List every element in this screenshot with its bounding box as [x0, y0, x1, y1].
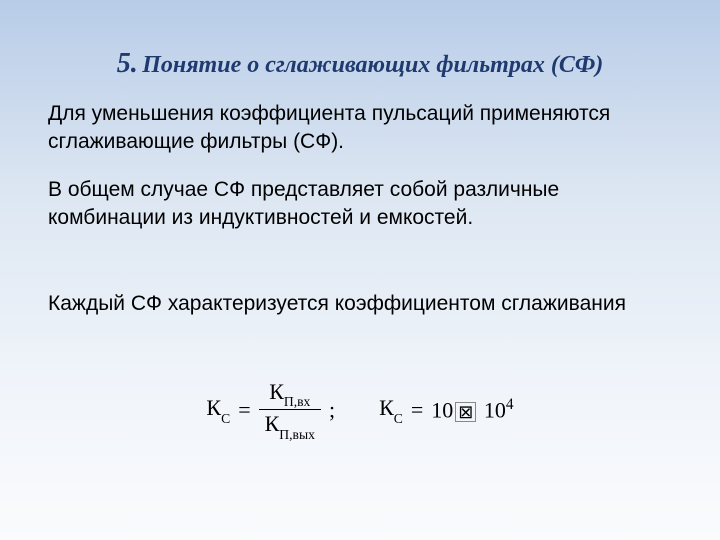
fraction-denominator: КП,вых [259, 409, 321, 439]
missing-glyph-icon: ⊠ [455, 402, 476, 422]
semicolon: ; [329, 397, 335, 423]
paragraph-1: Для уменьшения коэффициента пульсаций пр… [48, 100, 672, 157]
formula: КС = КП,вх КП,вых ; КС = 10⊠ 104 [206, 380, 513, 440]
equals-sign-2: = [411, 397, 423, 423]
equals-sign: = [238, 397, 250, 423]
fraction-numerator: КП,вх [263, 380, 316, 409]
formula-block: КС = КП,вх КП,вых ; КС = 10⊠ 104 [0, 380, 720, 440]
title-text: Понятие о сглаживающих фильтрах (СФ) [142, 52, 603, 78]
paragraph-2: В общем случае СФ представляет собой раз… [48, 176, 672, 233]
formula-lhs: КС [206, 395, 230, 424]
slide-title: 5. Понятие о сглаживающих фильтрах (СФ) [0, 48, 720, 80]
paragraph-3: Каждый СФ характеризуется коэффициентом … [48, 290, 672, 318]
rhs-value: 10⊠ 104 [431, 396, 513, 423]
title-number: 5. [117, 48, 138, 79]
formula-rhs-lhs: КС [379, 395, 403, 424]
fraction: КП,вх КП,вых [259, 380, 321, 440]
